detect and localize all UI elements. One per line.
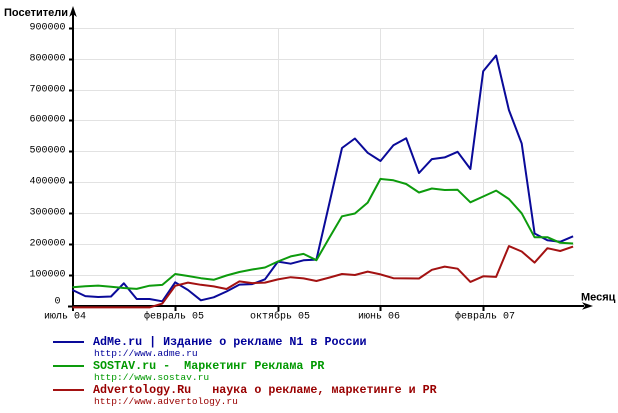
svg-text:800000: 800000: [29, 54, 65, 65]
svg-text:Месяц: Месяц: [581, 292, 616, 304]
svg-text:июль 04: июль 04: [44, 312, 86, 323]
svg-text:0: 0: [54, 297, 60, 308]
svg-text:Посетители: Посетители: [4, 7, 68, 19]
svg-text:http://www.advertology.ru: http://www.advertology.ru: [94, 396, 238, 407]
svg-text:700000: 700000: [29, 85, 65, 96]
svg-text:http://www.adme.ru: http://www.adme.ru: [94, 348, 198, 359]
svg-text:100000: 100000: [29, 270, 65, 281]
svg-text:600000: 600000: [29, 115, 65, 126]
svg-text:AdMe.ru | Издание о рекламе N1: AdMe.ru | Издание о рекламе N1 в России: [93, 335, 367, 349]
svg-text:июнь 06: июнь 06: [358, 312, 400, 323]
svg-text:900000: 900000: [29, 23, 65, 34]
svg-text:300000: 300000: [29, 208, 65, 219]
svg-text:http://www.sostav.ru: http://www.sostav.ru: [94, 372, 209, 383]
svg-text:200000: 200000: [29, 239, 65, 250]
svg-text:400000: 400000: [29, 177, 65, 188]
svg-text:октябрь 05: октябрь 05: [250, 310, 310, 323]
svg-text:февраль 05: февраль 05: [144, 310, 204, 323]
svg-text:Advertology.Ru наука о рекла: Advertology.Ru наука о рекламе, маркетин…: [93, 383, 437, 397]
svg-text:февраль 07: февраль 07: [455, 310, 515, 323]
svg-text:SOSTAV.ru - Маркетинг Реклама: SOSTAV.ru - Маркетинг Реклама PR: [93, 359, 324, 373]
svg-text:500000: 500000: [29, 146, 65, 157]
